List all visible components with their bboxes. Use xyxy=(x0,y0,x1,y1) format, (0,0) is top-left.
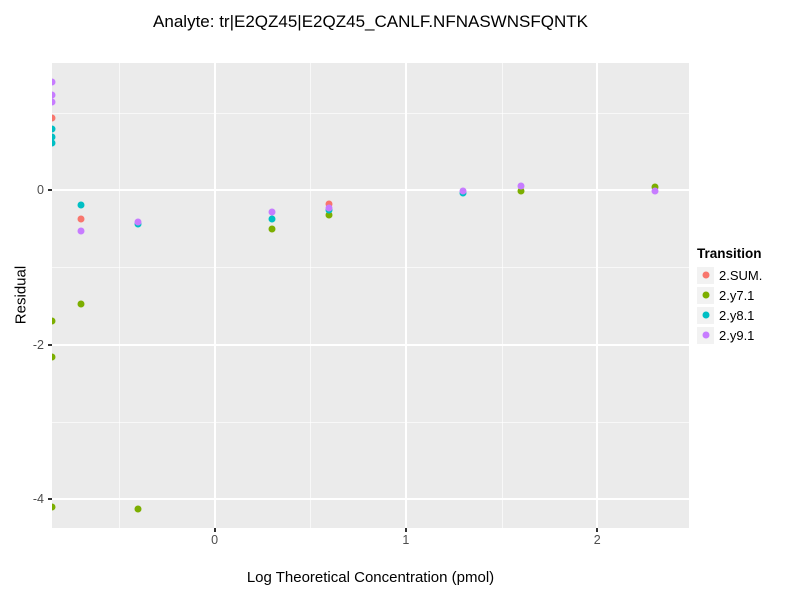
major-gridline-y xyxy=(52,498,689,501)
legend-item-2.y9.1: 2.y9.1 xyxy=(697,326,762,344)
data-point-2.y8.1 xyxy=(77,201,85,209)
legend: Transition 2.SUM. 2.y7.1 2.y8.1 2.y9.1 xyxy=(697,246,762,346)
legend-item-label: 2.SUM. xyxy=(719,267,763,283)
legend-item-2.y8.1: 2.y8.1 xyxy=(697,306,762,324)
legend-title: Transition xyxy=(697,246,762,261)
minor-gridline-y xyxy=(52,422,689,423)
legend-item-2.y7.1: 2.y7.1 xyxy=(697,286,762,304)
minor-gridline-x xyxy=(501,63,503,528)
legend-item-label: 2.y7.1 xyxy=(719,287,755,303)
data-point-2.y8.1 xyxy=(52,133,56,140)
data-point-2.y7.1 xyxy=(134,505,142,513)
data-point-2.y9.1 xyxy=(134,218,142,226)
legend-item-2.SUM.: 2.SUM. xyxy=(697,266,762,284)
data-point-2.y7.1 xyxy=(52,353,56,361)
legend-dot-icon xyxy=(702,271,709,279)
legend-dot-icon xyxy=(702,291,709,299)
legend-key xyxy=(697,306,714,324)
y-tick-label: -4 xyxy=(32,492,44,507)
plot-title: Analyte: tr|E2QZ45|E2QZ45_CANLF.NFNASWNS… xyxy=(153,12,588,31)
minor-gridline-y xyxy=(52,267,689,269)
minor-gridline-x xyxy=(118,63,120,528)
x-tick-mark xyxy=(404,528,407,532)
data-point-2.SUM. xyxy=(77,215,85,223)
x-tick-label: 2 xyxy=(593,533,601,547)
y-tick-label: 0 xyxy=(37,182,44,197)
minor-gridline-y xyxy=(52,112,689,114)
y-axis-label: Residual xyxy=(12,265,30,325)
data-point-2.y7.1 xyxy=(517,187,525,195)
legend-item-label: 2.y9.1 xyxy=(719,327,755,343)
legend-dot-icon xyxy=(702,311,709,319)
major-gridline-y xyxy=(52,343,689,346)
major-gridline-x xyxy=(213,63,216,528)
data-point-2.y7.1 xyxy=(52,317,56,325)
data-point-2.y7.1 xyxy=(268,225,276,233)
data-point-2.y9.1 xyxy=(52,98,56,106)
data-point-2.y7.1 xyxy=(325,211,333,219)
data-point-2.SUM. xyxy=(325,200,333,208)
data-point-2.y9.1 xyxy=(651,187,659,195)
data-point-2.y9.1 xyxy=(268,208,276,216)
major-gridline-x xyxy=(404,63,407,528)
legend-dot-icon xyxy=(702,331,709,339)
major-gridline-x xyxy=(596,63,599,528)
data-point-2.y8.1 xyxy=(52,139,56,147)
data-point-2.y8.1 xyxy=(52,125,56,133)
data-point-2.y9.1 xyxy=(52,78,56,86)
x-tick-label: 0 xyxy=(211,533,219,547)
data-point-2.y7.1 xyxy=(651,183,659,191)
legend-items: 2.SUM. 2.y7.1 2.y8.1 2.y9.1 xyxy=(697,266,762,344)
x-tick-mark xyxy=(213,528,216,532)
data-point-2.SUM. xyxy=(52,114,56,122)
data-point-2.y7.1 xyxy=(52,503,56,511)
data-point-2.y9.1 xyxy=(517,182,525,190)
data-point-2.y9.1 xyxy=(325,204,333,212)
legend-item-label: 2.y8.1 xyxy=(719,307,755,323)
x-tick-mark xyxy=(596,528,599,532)
legend-key xyxy=(697,326,714,344)
x-tick-label: 1 xyxy=(402,533,410,547)
legend-key xyxy=(697,286,714,304)
data-point-2.y9.1 xyxy=(459,187,467,195)
data-point-2.y8.1 xyxy=(268,215,276,223)
minor-gridline-x xyxy=(310,63,312,528)
y-tick-label: -2 xyxy=(32,337,44,352)
y-tick-mark xyxy=(48,188,52,191)
legend-key xyxy=(697,266,714,284)
y-tick-mark xyxy=(48,498,52,501)
data-point-2.y9.1 xyxy=(77,227,85,235)
major-gridline-y xyxy=(52,188,689,191)
plot-panel xyxy=(52,63,689,528)
x-axis-label: Log Theoretical Concentration (pmol) xyxy=(246,569,495,586)
data-point-2.y9.1 xyxy=(52,91,56,99)
data-point-2.y7.1 xyxy=(77,300,85,308)
y-tick-mark xyxy=(48,343,52,346)
